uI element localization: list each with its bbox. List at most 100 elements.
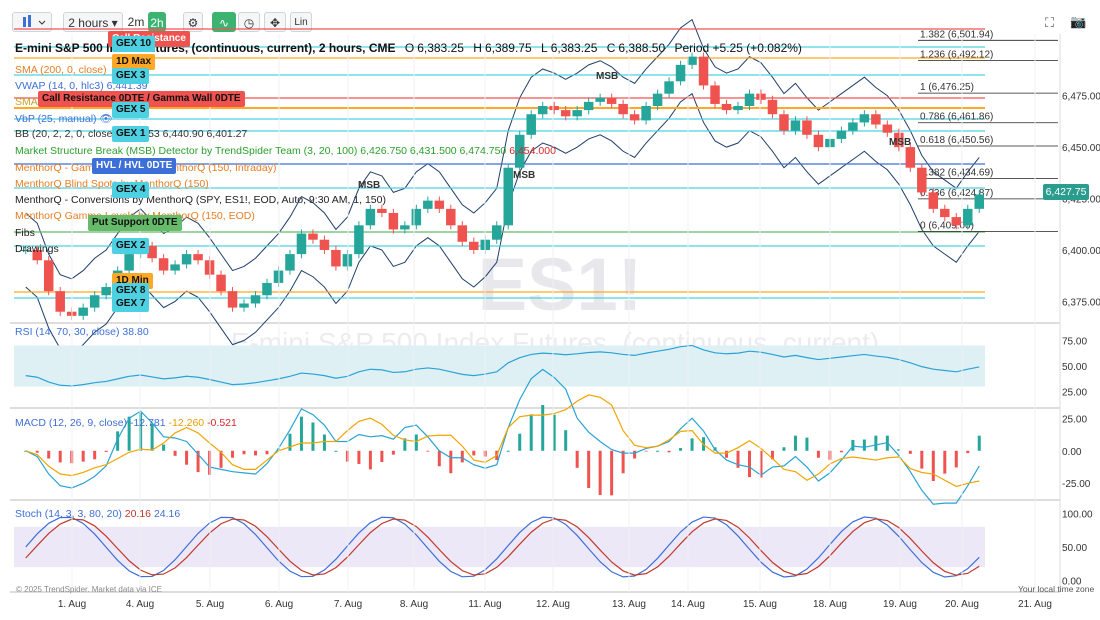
timeframe-2h-button[interactable]: 2h [148,12,166,32]
macd-hist [162,444,166,451]
candle-body [89,295,100,308]
bb-values: 6,420.53 6,440.90 6,401.27 [118,128,248,140]
candle-body [411,208,422,226]
candle-body [124,254,134,271]
rsi-line [25,344,980,387]
macd-hist [587,450,591,488]
macd-hist [529,414,533,451]
candle-body [963,208,973,226]
candle-body [790,120,801,131]
macd-hist [862,439,866,451]
macd-tick: 0.00 [1062,447,1082,458]
timeframe-select[interactable]: 2 hours ▾ [63,12,123,32]
candle-body [606,97,617,104]
macd-hist [265,450,269,455]
candle-body [756,93,766,100]
msb-values: 6,426.750 6,431.500 6,474.750 [360,145,507,157]
stoch-title[interactable]: Stoch (14, 3, 3, 80, 20) 20.16 24.16 [15,508,180,520]
candle-body [664,81,674,94]
macd-hist [391,450,395,455]
macd-hist [851,439,855,451]
price-tick: 6,425.00 [1062,195,1100,206]
panel-borders [10,34,1061,593]
macd-hist [770,450,774,460]
fib-label: 0.382 (6,434.69) [920,168,993,179]
indicator-msb[interactable]: Market Structure Break (MSB) Detector by… [15,145,556,157]
macd-v2: -12.260 [168,417,205,429]
candle-body [583,101,594,111]
candle-body [951,217,962,226]
local-time-label[interactable]: Your local time zone [1018,584,1095,594]
candle-body [779,114,789,131]
candle-body [652,93,663,106]
tag-gex5: GEX 5 [112,102,150,118]
indicator-sma200[interactable]: SMA (200, 0, close) [15,64,107,76]
indicator-drawings[interactable]: Drawings [15,243,59,255]
candle-body [560,110,571,117]
indicator-vbp[interactable]: VbP (25, manual) 👁 [15,112,113,125]
macd-title[interactable]: MACD (12, 26, 9, close) -12.781 -12.260 … [15,417,237,429]
macd-hist [667,450,671,453]
price-tick: 6,375.00 [1062,297,1100,308]
candle-body [503,167,513,226]
macd-hist [690,438,694,451]
stoch-k-line [25,516,980,578]
settings-icon[interactable]: ⚙ [183,12,203,32]
tag-gex1: GEX 1 [112,126,150,142]
candle-body [917,167,927,193]
timeframe-label: 2 hours [68,16,109,30]
rsi-tick: 50.00 [1062,362,1087,373]
candle-body [308,233,318,240]
open-label: O [404,41,415,55]
stoch-tick: 100.00 [1062,509,1093,520]
macd-hist [403,438,407,451]
candle-body [871,114,881,125]
candle-body [423,200,433,209]
candle-body [721,103,732,111]
timeframe-2m-button[interactable]: 2m [127,15,145,29]
indicator-bb[interactable]: BB (20, 2, 2, 0, close) 6,420.53 6,440.9… [15,128,247,140]
rsi-title[interactable]: RSI (14, 70, 30, close) 38.80 [15,326,149,338]
candle-body [262,282,272,296]
fib-label: 1.236 (6,492.12) [920,49,993,60]
eye-icon[interactable]: 👁 [99,113,113,125]
scale-lin-button[interactable]: Lin [290,12,312,32]
crosshair-icon[interactable]: ✥ [264,12,286,32]
instrument-title: E-mini S&P 500 Index Futures, (continuou… [15,41,396,55]
vwap-label: VWAP (14, 0, hlc3) [15,80,104,92]
candle-body [158,258,169,271]
tag-gex7: GEX 7 [112,296,150,312]
indicator-fibs[interactable]: Fibs [15,227,35,239]
x-tick: 15. Aug [743,599,777,610]
macd-label: MACD (12, 26, 9, close) [15,417,128,429]
close-label: C [606,41,616,55]
macd-hist [93,450,97,460]
clock-icon[interactable]: ◷ [238,12,260,32]
msb-label: MSB [513,170,535,181]
fib-label: 0.236 (6,424.87) [920,188,993,199]
macd-hist [81,450,85,462]
candle-body [296,233,307,255]
candlestick-icon-button[interactable] [12,12,52,32]
candle-body [710,85,720,104]
price-tick: 6,475.00 [1062,92,1100,103]
camera-icon[interactable]: 📷 [1070,14,1087,29]
tag-gex2: GEX 2 [112,238,150,254]
line-tool-icon[interactable]: ∿ [212,12,236,32]
macd-hist [874,435,878,451]
macd-hist [368,450,372,470]
macd-hist [897,449,901,451]
indicator-blind-spots[interactable]: MenthorQ Blind Spots by MenthorQ (150) [15,178,209,190]
macd-hist [58,450,62,463]
macd-hist [460,450,464,463]
tag-put-support-0dte: Put Support 0DTE [88,215,182,231]
fullscreen-icon[interactable]: ⛶ [1045,15,1055,30]
rsi-band [14,345,985,387]
high-value: 6,389.75 [484,41,532,55]
macd-hist [437,450,441,467]
candle-body [641,106,651,121]
indicator-conversions[interactable]: MenthorQ - Conversions by MenthorQ (SPY,… [15,194,386,206]
candle-body [572,110,582,117]
macd-hist [506,450,510,452]
